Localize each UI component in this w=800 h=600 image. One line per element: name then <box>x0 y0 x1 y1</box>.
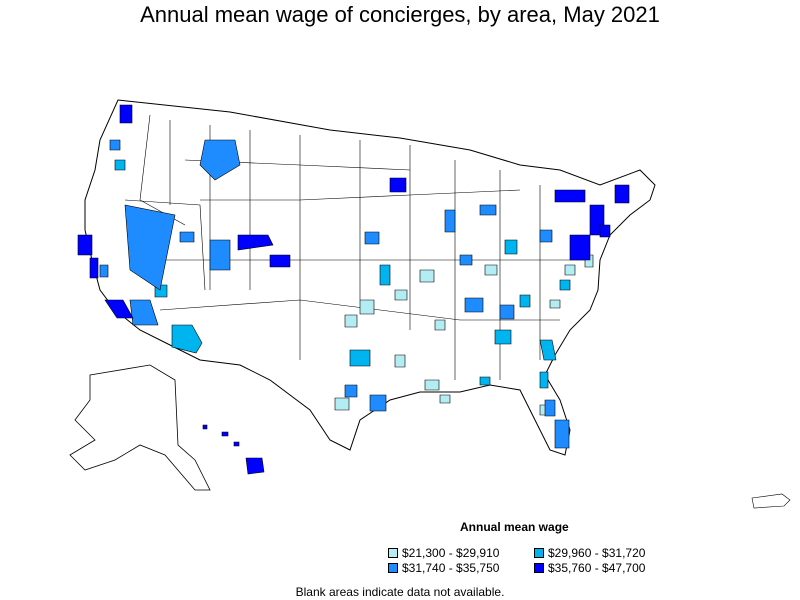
regions-tier-1 <box>334 254 594 416</box>
puerto-rico-outline <box>751 493 791 509</box>
legend-label: $29,960 - $31,720 <box>548 546 646 560</box>
regions-tier-4 <box>77 104 630 319</box>
legend-label: $35,760 - $47,700 <box>548 561 646 575</box>
alaska-outline <box>69 364 211 491</box>
legend-item-tier-1: $21,300 - $29,910 <box>388 546 499 560</box>
legend-title: Annual mean wage <box>460 520 569 534</box>
footnote: Blank areas indicate data not available. <box>295 585 505 599</box>
legend-item-tier-4: $35,760 - $47,700 <box>534 561 645 575</box>
legend-swatch <box>534 548 544 558</box>
regions-tier-3 <box>99 139 570 449</box>
legend-swatch <box>388 563 398 573</box>
legend-label: $21,300 - $29,910 <box>402 546 500 560</box>
us-contiguous-outline <box>84 99 656 456</box>
legend-swatch <box>534 563 544 573</box>
map-title: Annual mean wage of concierges, by area,… <box>140 2 660 27</box>
regions-tier-2 <box>114 159 571 389</box>
hawaii-islands <box>202 424 265 475</box>
legend-label: $31,740 - $35,750 <box>402 561 500 575</box>
legend-swatch <box>388 548 398 558</box>
legend-item-tier-3: $31,740 - $35,750 <box>388 561 499 575</box>
legend-item-tier-2: $29,960 - $31,720 <box>534 546 645 560</box>
